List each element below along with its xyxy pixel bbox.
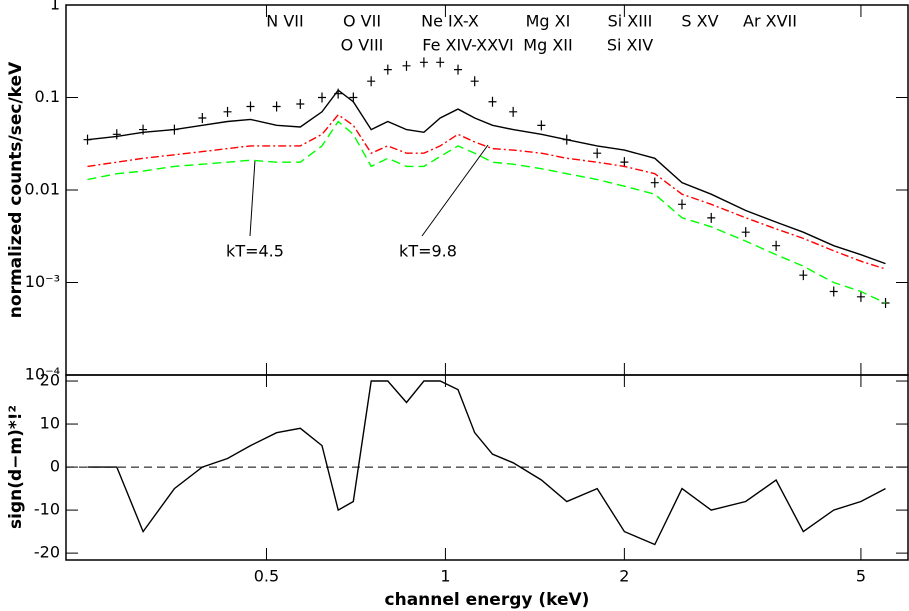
line-label: Mg XII	[523, 36, 572, 55]
line-label: O VIII	[341, 36, 384, 55]
line-label: O VII	[343, 12, 381, 31]
data-point	[537, 120, 546, 131]
data-point	[799, 270, 808, 281]
model-line	[87, 113, 886, 270]
line-label: Si XIII	[608, 12, 653, 31]
y-tick-label: 0.01	[24, 180, 60, 199]
data-point	[741, 227, 750, 238]
line-label: N VII	[266, 12, 303, 31]
y-tick-label: 10⁻³	[25, 272, 60, 291]
component-label: kT=9.8	[399, 242, 457, 261]
x-axis-label: channel energy (keV)	[385, 590, 590, 610]
y-tick-label: -10	[34, 500, 60, 519]
data-point	[620, 157, 629, 168]
data-point	[772, 240, 781, 251]
data-point	[367, 76, 376, 87]
x-tick-label: 1	[440, 567, 450, 586]
data-point	[246, 101, 255, 112]
data-point	[436, 57, 445, 68]
y-axis-label: normalized counts/sec/keV	[6, 61, 26, 318]
data-point	[488, 96, 497, 107]
component-label: kT=4.5	[226, 242, 284, 261]
x-tick-label: 2	[619, 567, 629, 586]
data-point	[856, 291, 865, 302]
y-tick-label: 0	[50, 457, 60, 476]
data-point	[881, 298, 890, 309]
line-label: Si XIV	[607, 36, 653, 55]
leader-line	[249, 159, 256, 237]
data-point	[223, 106, 232, 117]
y-tick-label: 1	[50, 0, 60, 14]
line-label: Ne IX-X	[421, 12, 479, 31]
data-point	[112, 129, 121, 140]
data-point	[383, 64, 392, 75]
y-tick-label: 0.1	[35, 87, 60, 106]
data-point	[677, 199, 686, 210]
y-tick-label: 10	[40, 414, 60, 433]
data-point	[509, 106, 518, 117]
line-label: S XV	[681, 12, 718, 31]
top-frame	[65, 4, 909, 376]
y-tick-label: 10⁻⁴	[25, 365, 60, 384]
data-point	[296, 99, 305, 110]
data-point	[454, 64, 463, 75]
y-tick-label: -20	[34, 543, 60, 562]
line-label: Fe XIV-XXVI	[422, 36, 514, 55]
data-point	[593, 148, 602, 159]
data-point	[349, 92, 358, 103]
data-point	[402, 60, 411, 71]
data-point	[419, 57, 428, 68]
data-point	[318, 92, 327, 103]
line-label: Ar XVII	[743, 12, 797, 31]
data-point	[198, 113, 207, 124]
y-axis-label: sign(d−m)*!²	[6, 405, 26, 529]
x-tick-label: 5	[856, 567, 866, 586]
data-point	[650, 177, 659, 188]
data-point	[829, 286, 838, 297]
line-label: Mg XI	[526, 12, 571, 31]
data-point	[272, 101, 281, 112]
model-line	[87, 89, 886, 265]
y-tick-label: 20	[40, 371, 60, 390]
data-point	[707, 212, 716, 223]
x-tick-label: 0.5	[254, 567, 279, 586]
data-point	[470, 76, 479, 87]
model-line	[87, 120, 886, 304]
residual-line	[87, 380, 886, 546]
leader-line	[421, 144, 489, 237]
